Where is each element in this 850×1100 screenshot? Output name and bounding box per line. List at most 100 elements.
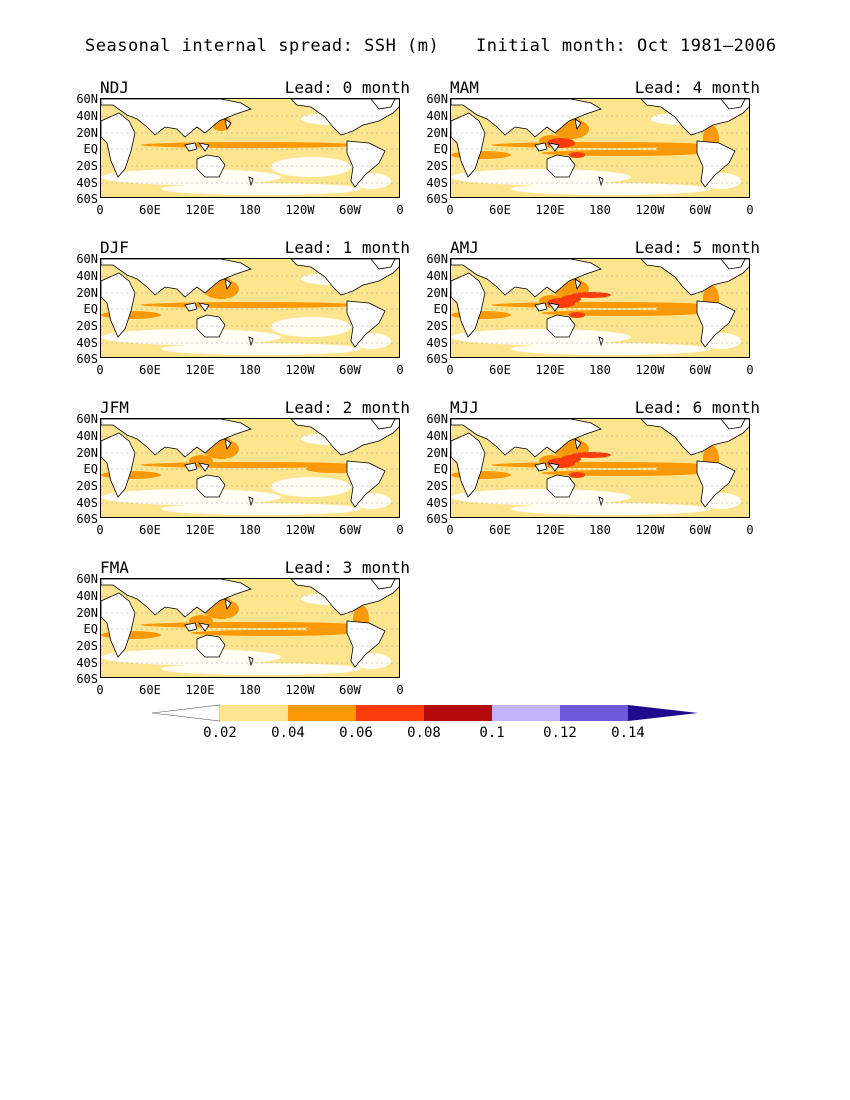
latitude-labels: 60N 40N 20N EQ 20S 40S 60S <box>414 91 448 205</box>
longitude-labels: 0 60E 120E 180 120W 60W 0 <box>96 363 404 377</box>
map-panel: DJF Lead: 1 month 60N 40N 20N EQ 20S 40S 60S 0 60E… <box>76 238 410 388</box>
colorbar-tick-label: 0.04 <box>271 725 305 741</box>
latitude-labels: 60N 40N 20N EQ 20S 40S 60S <box>64 411 98 525</box>
spread-contour-region <box>571 452 611 458</box>
latitude-labels: 60N 40N 20N EQ 20S 40S 60S <box>64 251 98 365</box>
figure-title: Seasonal internal spread: SSH (m) <box>85 36 440 56</box>
colorbar-low-triangle <box>151 704 221 722</box>
colorbar-tick-label: 0.12 <box>543 725 577 741</box>
land-outline <box>696 300 736 348</box>
map-plot <box>101 419 399 517</box>
season-label: FMA <box>100 558 129 577</box>
land-outline <box>451 112 486 178</box>
low-spread-region <box>271 477 351 497</box>
longitude-tick-label: 180 <box>239 363 261 377</box>
land-outline <box>101 592 136 658</box>
land-outline <box>598 496 604 507</box>
land-outline <box>346 620 386 668</box>
latitude-tick-label: 20S <box>426 479 448 493</box>
land-outline <box>598 176 604 187</box>
latitude-tick-label: 20N <box>76 286 98 300</box>
low-spread-region <box>271 157 351 177</box>
longitude-tick-label: 60W <box>689 203 711 217</box>
land-outline <box>224 438 232 451</box>
longitude-tick-label: 120E <box>535 203 565 217</box>
longitude-tick-label: 60E <box>489 203 511 217</box>
latitude-tick-label: 60S <box>76 192 98 206</box>
colorbar-tick-label: 0.06 <box>339 725 373 741</box>
low-spread-region <box>451 489 631 505</box>
longitude-tick-label: 0 <box>96 363 104 377</box>
low-spread-region <box>101 329 281 345</box>
map-panel: NDJ Lead: 0 month 60N 40N 20N EQ 20S 40S 60S 0 60E… <box>76 78 410 228</box>
longitude-tick-label: 0 <box>396 363 404 377</box>
longitude-tick-label: 120W <box>635 203 665 217</box>
longitude-tick-label: 60E <box>139 523 161 537</box>
colorbar-box <box>220 705 288 721</box>
latitude-tick-label: 60S <box>76 512 98 526</box>
land-outline <box>451 272 486 338</box>
land-outline <box>346 300 386 348</box>
colorbar-box <box>288 705 356 721</box>
lead-label: Lead: 0 month <box>284 78 410 97</box>
land-outline <box>370 419 396 430</box>
longitude-tick-label: 120E <box>185 363 215 377</box>
land-outline <box>720 259 746 270</box>
longitude-tick-label: 60E <box>139 203 161 217</box>
colorbar-tick-label: 0.14 <box>611 725 645 741</box>
land-outline <box>198 622 210 632</box>
land-outline <box>370 99 396 110</box>
land-outline <box>451 432 486 498</box>
land-outline <box>548 142 560 152</box>
longitude-tick-label: 60W <box>689 523 711 537</box>
low-spread-region <box>161 343 361 355</box>
land-outline <box>290 419 399 456</box>
latitude-tick-label: 60S <box>426 512 448 526</box>
low-spread-region <box>101 169 281 185</box>
latitude-tick-label: 60N <box>426 252 448 266</box>
map-panel: AMJ Lead: 5 month 60N 40N 20N EQ 20S 40S 60S 0 60E… <box>426 238 760 388</box>
longitude-tick-label: 60W <box>689 363 711 377</box>
initial-month-label: Initial month: Oct 1981—2006 <box>476 36 777 56</box>
longitude-tick-label: 120E <box>535 363 565 377</box>
colorbar-box <box>424 705 492 721</box>
lead-label: Lead: 2 month <box>284 398 410 417</box>
land-outline <box>248 656 254 667</box>
latitude-tick-label: 40S <box>76 656 98 670</box>
latitude-tick-label: 60S <box>76 672 98 686</box>
land-outline <box>696 140 736 188</box>
latitude-labels: 60N 40N 20N EQ 20S 40S 60S <box>414 251 448 365</box>
land-outline <box>101 432 136 498</box>
spread-contour-region <box>561 455 581 463</box>
colorbar-box <box>356 705 424 721</box>
longitude-tick-label: 60W <box>339 363 361 377</box>
longitude-tick-label: 0 <box>746 523 754 537</box>
longitude-tick-label: 60W <box>339 683 361 697</box>
land-outline <box>224 278 232 291</box>
season-label: JFM <box>100 398 129 417</box>
longitude-tick-label: 120E <box>185 203 215 217</box>
land-outline <box>290 259 399 296</box>
low-spread-region <box>511 183 711 195</box>
latitude-tick-label: 60S <box>426 352 448 366</box>
longitude-tick-label: 0 <box>396 523 404 537</box>
longitude-labels: 0 60E 120E 180 120W 60W 0 <box>446 523 754 537</box>
longitude-tick-label: 60E <box>139 683 161 697</box>
longitude-tick-label: 180 <box>589 523 611 537</box>
latitude-tick-label: 40N <box>426 269 448 283</box>
low-spread-region <box>511 503 711 515</box>
colorbar: 0.02 0.04 0.06 0.08 0.1 0.12 0.14 <box>151 703 700 743</box>
spread-contour-region <box>569 152 585 158</box>
longitude-labels: 0 60E 120E 180 120W 60W 0 <box>96 683 403 697</box>
season-label: MAM <box>450 78 479 97</box>
colorbar-box <box>492 705 560 721</box>
longitude-tick-label: 180 <box>589 203 611 217</box>
longitude-labels: 0 60E 120E 180 120W 60W 0 <box>446 363 753 377</box>
land-outline <box>574 438 582 451</box>
colorbar-tick-label: 0.02 <box>203 725 237 741</box>
longitude-tick-label: 0 <box>96 523 104 537</box>
latitude-tick-label: 40N <box>426 429 448 443</box>
land-outline <box>574 278 582 291</box>
land-outline <box>640 259 749 296</box>
latitude-tick-label: EQ <box>433 302 448 316</box>
